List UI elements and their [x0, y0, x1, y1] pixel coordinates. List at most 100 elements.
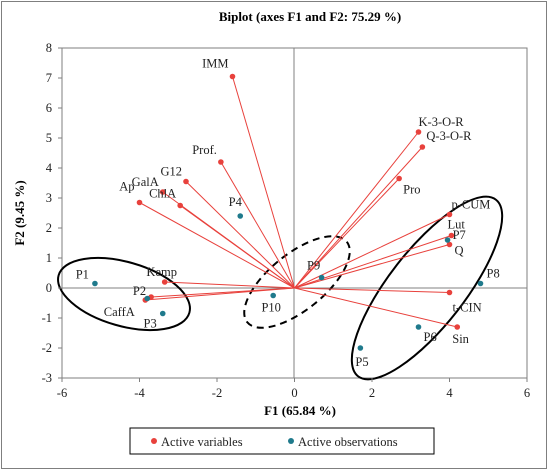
observation-label: P3: [144, 317, 157, 331]
variable-label: t-CIN: [453, 301, 482, 315]
variable-label: CaffA: [104, 305, 135, 319]
variable-point: [177, 202, 183, 209]
variable-label: G12: [160, 165, 182, 179]
variable-vector: [294, 244, 450, 289]
variable-point: [136, 199, 143, 206]
observation-point: [92, 280, 98, 287]
variable-vector: [145, 287, 295, 301]
x-tick-label: 2: [369, 386, 375, 400]
variable-point: [229, 73, 236, 80]
variable-point: [446, 289, 453, 296]
variable-vector: [294, 287, 450, 293]
variable-point: [159, 189, 166, 195]
y-tick-label: 6: [46, 101, 52, 115]
variable-vector: [185, 181, 295, 289]
y-tick-label: 8: [46, 41, 52, 55]
variable-label: Ap: [119, 180, 134, 194]
observation-label: P1: [76, 268, 89, 282]
observation-label: P6: [424, 330, 437, 344]
variable-vector: [164, 281, 295, 289]
y-ticks: -3 -2 -1 0 1 2 3 4 5 6 7 8: [42, 41, 62, 385]
variable-point: [454, 324, 461, 330]
x-tick-label: 0: [291, 386, 297, 400]
y-tick-label: 2: [46, 221, 52, 235]
variable-point: [161, 279, 168, 285]
variable-point: [218, 159, 224, 165]
variable-point: [446, 241, 453, 248]
variable-label: IMM: [202, 57, 228, 71]
cluster-ellipse-right: [350, 195, 504, 381]
variable-vector: [294, 178, 400, 289]
variable-vector: [294, 146, 423, 289]
variable-point: [396, 175, 402, 182]
variable-label: K-3-O-R: [419, 115, 465, 129]
cluster-ellipse-center: [243, 235, 351, 329]
y-tick-label: -2: [42, 341, 52, 355]
variable-vectors: [139, 76, 458, 328]
observation-point: [237, 213, 244, 219]
y-tick-label: 0: [46, 281, 52, 295]
variable-label: Q-3-O-R: [426, 129, 472, 143]
y-tick-label: 3: [46, 191, 52, 205]
legend-marker-variables: [151, 438, 157, 444]
legend-box: [129, 427, 435, 455]
y-tick-label: 5: [46, 131, 52, 145]
observation-point: [159, 310, 166, 317]
variable-label: Lut: [447, 218, 465, 232]
legend-label-variables: Active variables: [161, 435, 243, 449]
variable-label: P2: [133, 284, 146, 298]
variable-label: Kemp: [146, 265, 177, 279]
variable-point: [446, 211, 453, 218]
observation-point: [444, 237, 451, 243]
variable-point: [448, 232, 455, 239]
observation-point: [415, 324, 422, 330]
variable-label: GalA: [132, 175, 159, 189]
variable-vector: [179, 205, 295, 289]
variable-point: [419, 144, 426, 150]
y-tick-label: 7: [46, 71, 52, 85]
x-ticks: -6 -4 -2 0 2 4 6: [57, 378, 530, 400]
variable-vector: [220, 161, 295, 289]
chart-title: Biplot (axes F1 and F2: 75.29 %): [219, 9, 401, 24]
variable-point: [183, 178, 189, 185]
observation-point: [270, 292, 276, 299]
observation-point: [318, 274, 325, 281]
x-tick-label: -2: [212, 386, 222, 400]
observation-label: P4: [229, 195, 243, 209]
observation-label: P7: [453, 228, 466, 242]
variable-vector: [294, 131, 419, 289]
x-tick-label: -4: [134, 386, 145, 400]
observation-point: [477, 280, 484, 287]
observation-label: P8: [487, 267, 500, 281]
observation-label: P9: [307, 259, 320, 273]
y-axis-label: F2 (9.45 %): [12, 180, 27, 245]
variable-vector: [232, 76, 295, 289]
variable-label: Q: [455, 244, 464, 258]
x-axis-label: F1 (65.84 %): [264, 403, 336, 418]
variable-vector: [139, 202, 295, 289]
variable-vector: [294, 287, 458, 328]
y-tick-label: -1: [42, 311, 52, 325]
x-tick-label: -6: [57, 386, 67, 400]
observation-label: P5: [355, 355, 368, 369]
legend-marker-observations: [288, 438, 294, 444]
y-tick-label: -3: [42, 371, 52, 385]
x-tick-label: 6: [524, 386, 530, 400]
variable-point: [415, 129, 422, 135]
x-tick-label: 4: [446, 386, 453, 400]
variable-label: p-CUM: [452, 198, 491, 212]
observation-point: [144, 295, 151, 302]
y-tick-label: 4: [46, 161, 53, 175]
observation-label: P10: [261, 301, 280, 315]
variable-label: Sin: [452, 332, 469, 346]
cluster-ellipse-left: [57, 256, 191, 332]
variable-label: Pro: [403, 183, 420, 197]
y-tick-label: 1: [46, 251, 52, 265]
observation-point: [357, 345, 364, 351]
legend-label-observations: Active observations: [298, 435, 398, 449]
variable-label: ChlA: [149, 187, 176, 201]
variable-label: Prof.: [192, 143, 217, 157]
